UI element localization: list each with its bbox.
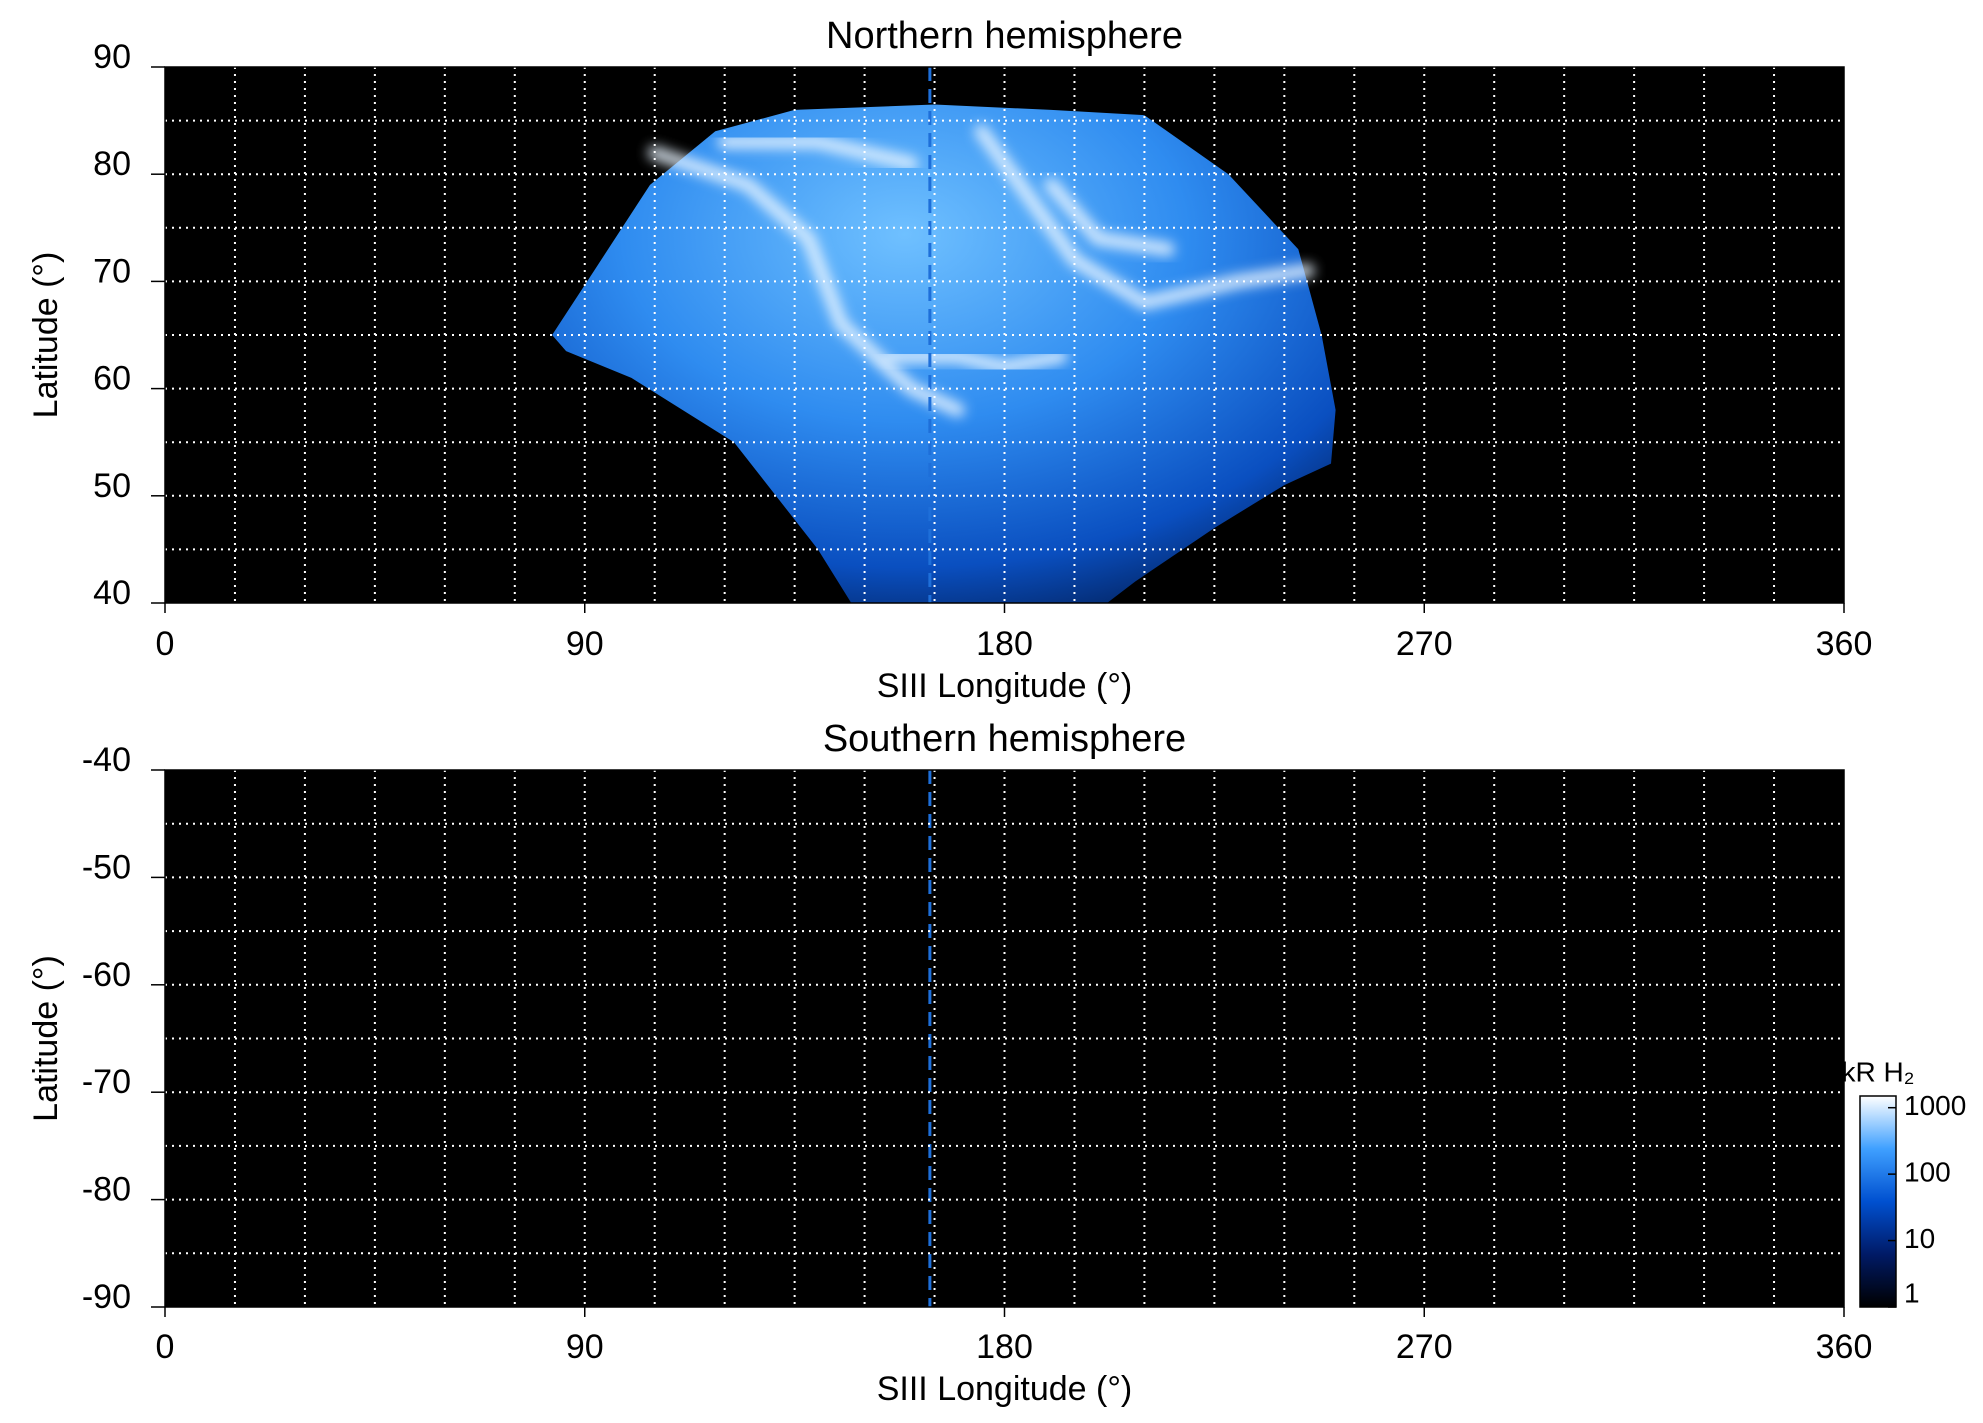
x-tick-label: 90 (566, 625, 604, 663)
x-tick-label: 360 (1816, 1328, 1873, 1366)
colorbar-tick-label: 1000 (1904, 1090, 1966, 1121)
y-tick-label: -70 (82, 1063, 131, 1101)
colorbar-tick-label: 100 (1904, 1157, 1951, 1188)
y-tick-label: -60 (82, 956, 131, 994)
plot-background (165, 770, 1844, 1307)
y-tick-label: 60 (93, 360, 131, 398)
x-axis-label: SIII Longitude (°) (877, 667, 1133, 705)
colorbar (1859, 1095, 1897, 1308)
chart-title: Northern hemisphere (826, 15, 1183, 57)
y-axis-label: Latitude (°) (27, 252, 65, 419)
y-tick-label: -80 (82, 1171, 131, 1209)
x-tick-label: 270 (1396, 625, 1453, 663)
y-tick-label: -50 (82, 848, 131, 886)
x-tick-label: 0 (156, 1328, 175, 1366)
y-tick-label: -40 (82, 741, 131, 779)
chart-title: Southern hemisphere (823, 718, 1186, 760)
aurora-emission (552, 104, 1336, 603)
colorbar-tick-label: 10 (1904, 1223, 1935, 1254)
y-tick-label: 50 (93, 467, 131, 505)
x-tick-label: 180 (976, 1328, 1033, 1366)
aurora-arc (1044, 177, 1175, 257)
x-tick-label: 180 (976, 625, 1033, 663)
x-tick-label: 0 (156, 625, 175, 663)
aurora-arc (717, 135, 919, 171)
y-axis-label: Latitude (°) (27, 955, 65, 1122)
y-tick-label: 70 (93, 252, 131, 290)
aurora-arc (974, 124, 1315, 311)
y-tick-label: -90 (82, 1278, 131, 1316)
y-tick-label: 90 (93, 38, 131, 76)
colorbar-tick-label: 1 (1904, 1277, 1920, 1308)
colorbar-label: kR H₂ (1841, 1056, 1914, 1087)
aurora-arc (880, 349, 1068, 375)
x-axis-label: SIII Longitude (°) (877, 1370, 1133, 1408)
y-tick-label: 80 (93, 145, 131, 183)
x-tick-label: 90 (566, 1328, 604, 1366)
x-tick-label: 270 (1396, 1328, 1453, 1366)
y-tick-label: 40 (93, 574, 131, 612)
x-tick-label: 360 (1816, 625, 1873, 663)
